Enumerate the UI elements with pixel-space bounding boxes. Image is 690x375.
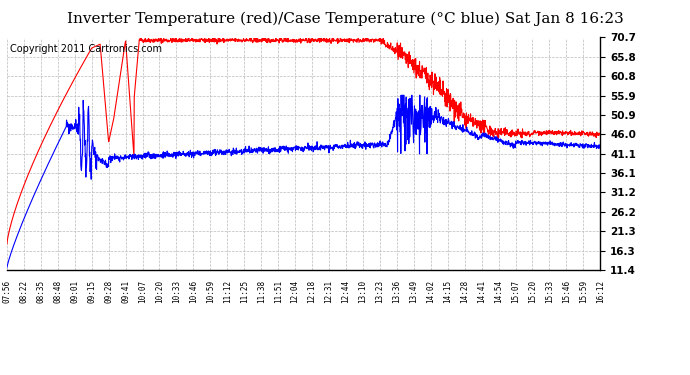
Text: Copyright 2011 Cartronics.com: Copyright 2011 Cartronics.com bbox=[10, 45, 162, 54]
Text: Inverter Temperature (red)/Case Temperature (°C blue) Sat Jan 8 16:23: Inverter Temperature (red)/Case Temperat… bbox=[67, 11, 623, 26]
